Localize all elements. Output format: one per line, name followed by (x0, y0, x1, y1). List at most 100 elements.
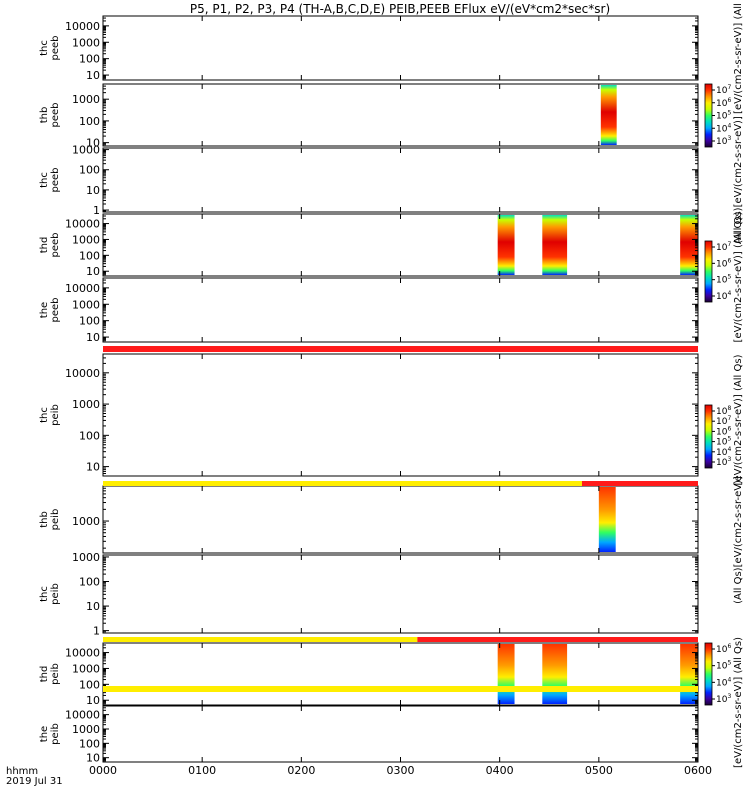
panel-frame (102, 554, 699, 634)
panel-label: thcpeeb (39, 36, 61, 61)
colorbar-tick-label: 106 (716, 257, 731, 269)
panel-label: thepeib (39, 723, 61, 745)
colorbar-tick-exponent: 5 (727, 274, 731, 281)
colorbar-tick-label: 107 (716, 84, 731, 96)
colorbar-tick-exponent: 5 (727, 436, 731, 443)
spectrogram-block (497, 644, 515, 704)
panel: 1000 thbpeib (39, 485, 699, 554)
panel: 10000 1000 100 10 thepeeb (39, 277, 699, 344)
y-tick-label: 1000 (72, 233, 100, 246)
colorbar-tick-exponent: 6 (727, 643, 731, 650)
colorbar-label: [eV/(cm2-s-sr-eV)] (All Qs) (733, 354, 744, 485)
y-tick-label: 100 (79, 164, 100, 177)
spectrogram-block (542, 215, 568, 275)
colorbar-tick-exponent: 4 (727, 446, 731, 453)
y-tick-label: 10000 (65, 709, 100, 722)
panel: 1000 100 10 1 thcpeeb (39, 144, 699, 217)
y-tick-label: 10 (86, 600, 100, 613)
chart-title: P5, P1, P2, P3, P4 (TH-A,B,C,D,E) PEIB,P… (190, 2, 610, 16)
colorbar-tick-exponent: 6 (727, 425, 731, 432)
colorbar-tick-label: 103 (716, 135, 731, 147)
colorbar-tick-exponent: 5 (727, 110, 731, 117)
colorbar-tick-label: 103 (716, 693, 731, 705)
panel-frame (102, 147, 699, 213)
y-tick-label: 10000 (65, 282, 100, 295)
panel-label-probe: thb (39, 511, 50, 528)
panel-frame (102, 642, 699, 706)
panel-frame (102, 213, 699, 277)
panel-label: thbpeib (39, 509, 61, 531)
panel-label-product: peib (50, 663, 61, 685)
y-tick-label: 1000 (72, 93, 100, 106)
panel-label-product: peeb (50, 103, 61, 128)
colorbar-tick-label: 106 (716, 97, 731, 109)
x-axis: hhmm 2019 Jul 31 0000 0100 0200 0300 0400 050… (6, 764, 712, 787)
spectrogram-block (542, 644, 568, 704)
colorbar-tick-exponent: 7 (727, 84, 731, 91)
panel-frame (102, 353, 699, 477)
x-axis-date-label: 2019 Jul 31 (6, 776, 63, 787)
colorbar-tick-exponent: 4 (727, 676, 731, 683)
status-bar-segment (417, 637, 698, 642)
panel-label-probe: thd (39, 237, 50, 254)
colorbar-label: (All Qs)[eV/(cm2-s-sr-eV)] (733, 476, 744, 604)
y-tick-label: 1000 (72, 723, 100, 736)
y-tick-label: 100 (79, 737, 100, 750)
colorbar-tick-exponent: 5 (727, 660, 731, 667)
colorbar-tick-label: 104 (716, 290, 731, 302)
panel-label-product: peib (50, 723, 61, 745)
y-tick-label: 1000 (72, 551, 100, 564)
colorbar-tick-exponent: 3 (727, 693, 731, 700)
panel-label: thcpeib (39, 583, 61, 605)
panel-label-product: peeb (50, 233, 61, 258)
panel-label: thcpeeb (39, 168, 61, 193)
colorbar-tick-exponent: 7 (727, 241, 731, 248)
y-tick-label: 10 (86, 184, 100, 197)
colorbar-label: [eV/(cm2-s-sr-eV)] (All Qs) (733, 0, 744, 114)
colorbar-tick-label: 105 (716, 660, 731, 672)
colorbar-tick-exponent: 6 (727, 97, 731, 104)
y-tick-label: 10000 (65, 647, 100, 660)
colorbar-tick-label: 105 (716, 274, 731, 286)
panel: 10000 1000 100 10 thdpeeb (39, 213, 699, 278)
panel-label: thepeeb (39, 298, 61, 323)
panel: 1000 100 10 thbpeeb (39, 83, 699, 150)
colorbar-tick-exponent: 8 (727, 405, 731, 412)
panel-label-product: peeb (50, 36, 61, 61)
colorbar-tick-label: 104 (716, 676, 731, 688)
x-tick-label: 0600 (684, 764, 712, 777)
panel-label-probe: thd (39, 666, 50, 683)
y-tick-label: 10 (86, 137, 100, 150)
x-axis-row-label: hhmm (6, 766, 38, 777)
panel-label: thbpeeb (39, 103, 61, 128)
panel-label-probe: the (39, 302, 50, 318)
colorbar (704, 404, 713, 469)
colorbar-tick-exponent: 4 (727, 122, 731, 129)
panel-label-probe: thc (39, 40, 50, 56)
spectrogram-block (680, 215, 698, 275)
panel: 10000 1000 100 10 thdpeib (39, 642, 699, 707)
y-tick-label: 1000 (72, 398, 100, 411)
y-tick-label: 1000 (72, 515, 100, 528)
colorbar (704, 240, 713, 303)
panel: 10000 1000 100 10 thcpeeb (39, 15, 699, 82)
colorbar-tick-label: 105 (716, 110, 731, 122)
x-tick-label: 0300 (387, 764, 415, 777)
colorbar-tick-label: 106 (716, 643, 731, 655)
x-tick-label: 0500 (585, 764, 613, 777)
panel-frame (102, 15, 699, 81)
panel-frame (102, 705, 699, 763)
panel-label-probe: thc (39, 407, 50, 423)
y-tick-label: 100 (79, 576, 100, 589)
colorbar (704, 83, 713, 148)
y-tick-label: 10 (86, 461, 100, 474)
status-bar-segment (103, 686, 698, 692)
y-tick-label: 10 (86, 752, 100, 765)
colorbars-group: 1071061051041031071061051041081071061051… (704, 83, 731, 706)
y-tick-label: 1 (93, 625, 100, 638)
status-bar-segment (103, 346, 698, 352)
y-tick-label: 10 (86, 265, 100, 278)
panel-label-product: peib (50, 509, 61, 531)
panel-label-probe: thc (39, 586, 50, 602)
